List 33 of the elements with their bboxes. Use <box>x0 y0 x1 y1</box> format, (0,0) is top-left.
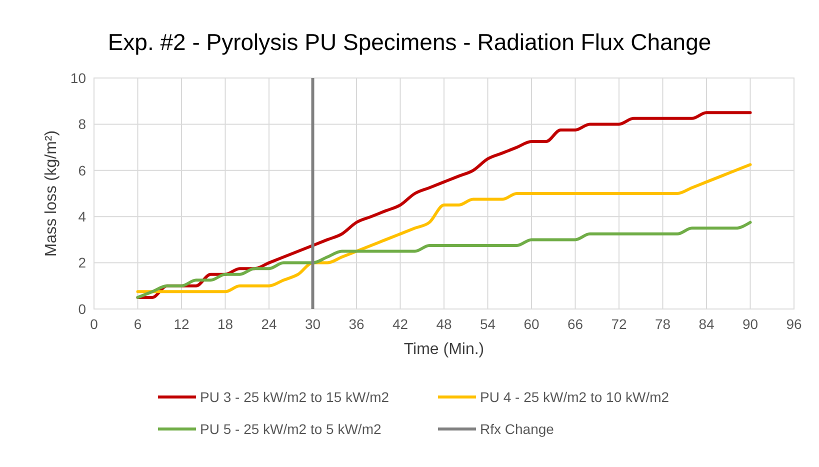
x-tick-label: 0 <box>90 316 98 332</box>
legend-label: PU 4 - 25 kW/m2 to 10 kW/m2 <box>480 388 670 405</box>
x-tick-label: 90 <box>742 316 758 332</box>
y-tick-label: 10 <box>70 70 86 86</box>
x-axis-title: Time (Min.) <box>404 341 484 358</box>
x-tick-label: 60 <box>524 316 540 332</box>
x-tick-label: 84 <box>698 316 714 332</box>
x-tick-label: 48 <box>436 316 452 332</box>
x-tick-label: 72 <box>611 316 627 332</box>
y-tick-label: 2 <box>78 254 86 271</box>
line-series <box>136 163 752 294</box>
y-tick-label: 4 <box>78 208 86 224</box>
x-tick-label: 66 <box>567 316 584 332</box>
x-tick-label: 54 <box>480 316 496 332</box>
x-tick-label: 96 <box>786 316 802 332</box>
x-tick-label: 6 <box>134 316 142 332</box>
x-tick-label: 78 <box>654 316 671 332</box>
chart-title: Exp. #2 - Pyrolysis PU Specimens - Radiation Flux Change <box>108 29 712 55</box>
legend-label: Rfx Change <box>480 420 554 437</box>
y-tick-label: 6 <box>78 162 86 178</box>
line-series <box>136 220 752 299</box>
x-tick-label: 12 <box>174 316 190 332</box>
y-tick-label: 8 <box>78 116 86 132</box>
y-tick-label: 0 <box>78 300 86 317</box>
x-tick-label: 42 <box>392 316 408 332</box>
x-tick-label: 18 <box>217 316 234 332</box>
line-series <box>136 111 752 299</box>
x-tick-label: 36 <box>348 316 364 332</box>
y-axis-title: Mass loss (kg/m²) <box>43 130 60 257</box>
x-tick-label: 30 <box>304 316 321 332</box>
legend-label: PU 3 - 25 kW/m2 to 15 kW/m2 <box>200 388 390 405</box>
x-tick-label: 24 <box>261 316 277 332</box>
legend-label: PU 5 - 25 kW/m2 to 5 kW/m2 <box>200 420 382 437</box>
